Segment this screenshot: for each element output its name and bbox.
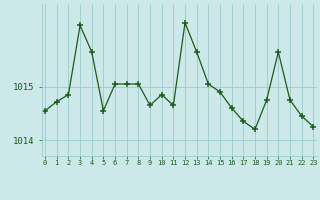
Text: Graphe pression niveau de la mer (hPa): Graphe pression niveau de la mer (hPa) [58, 179, 262, 188]
